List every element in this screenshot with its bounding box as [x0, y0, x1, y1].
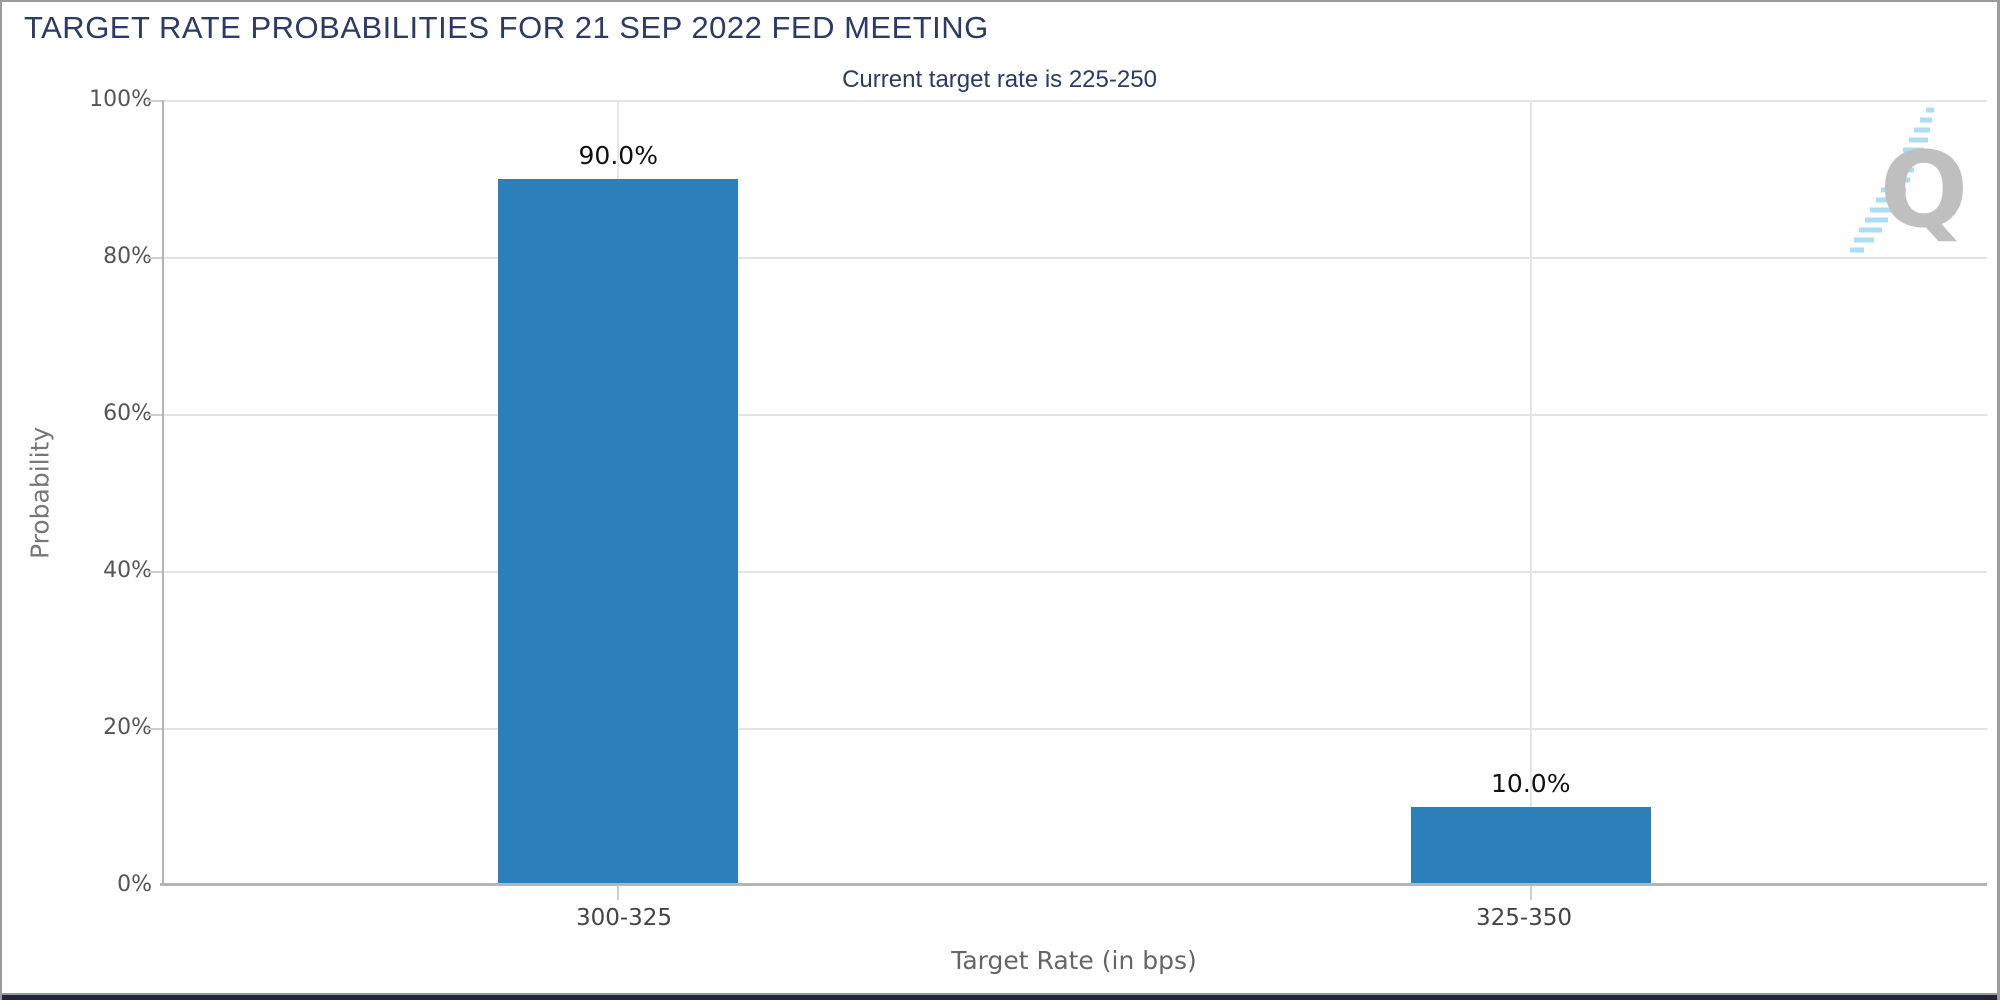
- bar-value-label: 90.0%: [578, 140, 658, 170]
- ytick-80: 80%: [103, 244, 152, 269]
- ytick-mark: [147, 728, 162, 730]
- y-axis-title: Probability: [25, 426, 55, 559]
- ytick-0: 0%: [117, 872, 152, 897]
- ytick-mark: [147, 414, 162, 416]
- bar-300-325: [498, 178, 739, 885]
- bar-group-300-325: 90.0%: [498, 100, 739, 885]
- xtick-label-300-325: 300-325: [575, 905, 673, 931]
- chart-subtitle: Current target rate is 225-250: [842, 66, 1157, 93]
- watermark-q-letter: Q: [1880, 129, 1968, 251]
- bottom-strip: [2, 993, 1997, 1000]
- x-axis-line: [160, 883, 1987, 886]
- gridline-20: [147, 728, 1987, 730]
- gridline-100: [147, 100, 1987, 102]
- gridline-80: [147, 257, 1987, 259]
- bar-325-350: [1410, 806, 1651, 885]
- xtick-mark-2: [1529, 886, 1532, 900]
- xtick-label-325-350: 325-350: [1475, 905, 1573, 931]
- quandl-watermark-logo: Q: [1850, 107, 1968, 253]
- bar-group-325-350: 10.0%: [1410, 100, 1651, 885]
- chart-title: TARGET RATE PROBABILITIES FOR 21 SEP 202…: [24, 10, 989, 45]
- ytick-mark: [147, 571, 162, 573]
- gridline-60: [147, 414, 1987, 416]
- y-axis-line: [162, 100, 164, 885]
- ytick-60: 60%: [103, 401, 152, 426]
- watermark-dashes-icon: [1850, 107, 1934, 253]
- ytick-40: 40%: [103, 558, 152, 583]
- bar-value-label: 10.0%: [1491, 768, 1571, 798]
- gridline-40: [147, 571, 1987, 573]
- xtick-mark-1: [617, 886, 620, 900]
- ytick-20: 20%: [103, 715, 152, 740]
- gridline-category-2: [1529, 100, 1532, 885]
- plot-area: 90.0% 10.0%: [147, 100, 1987, 900]
- ytick-100: 100%: [89, 87, 152, 112]
- x-axis-title: Target Rate (in bps): [951, 946, 1197, 975]
- ytick-mark: [147, 257, 162, 259]
- ytick-mark: [147, 100, 162, 102]
